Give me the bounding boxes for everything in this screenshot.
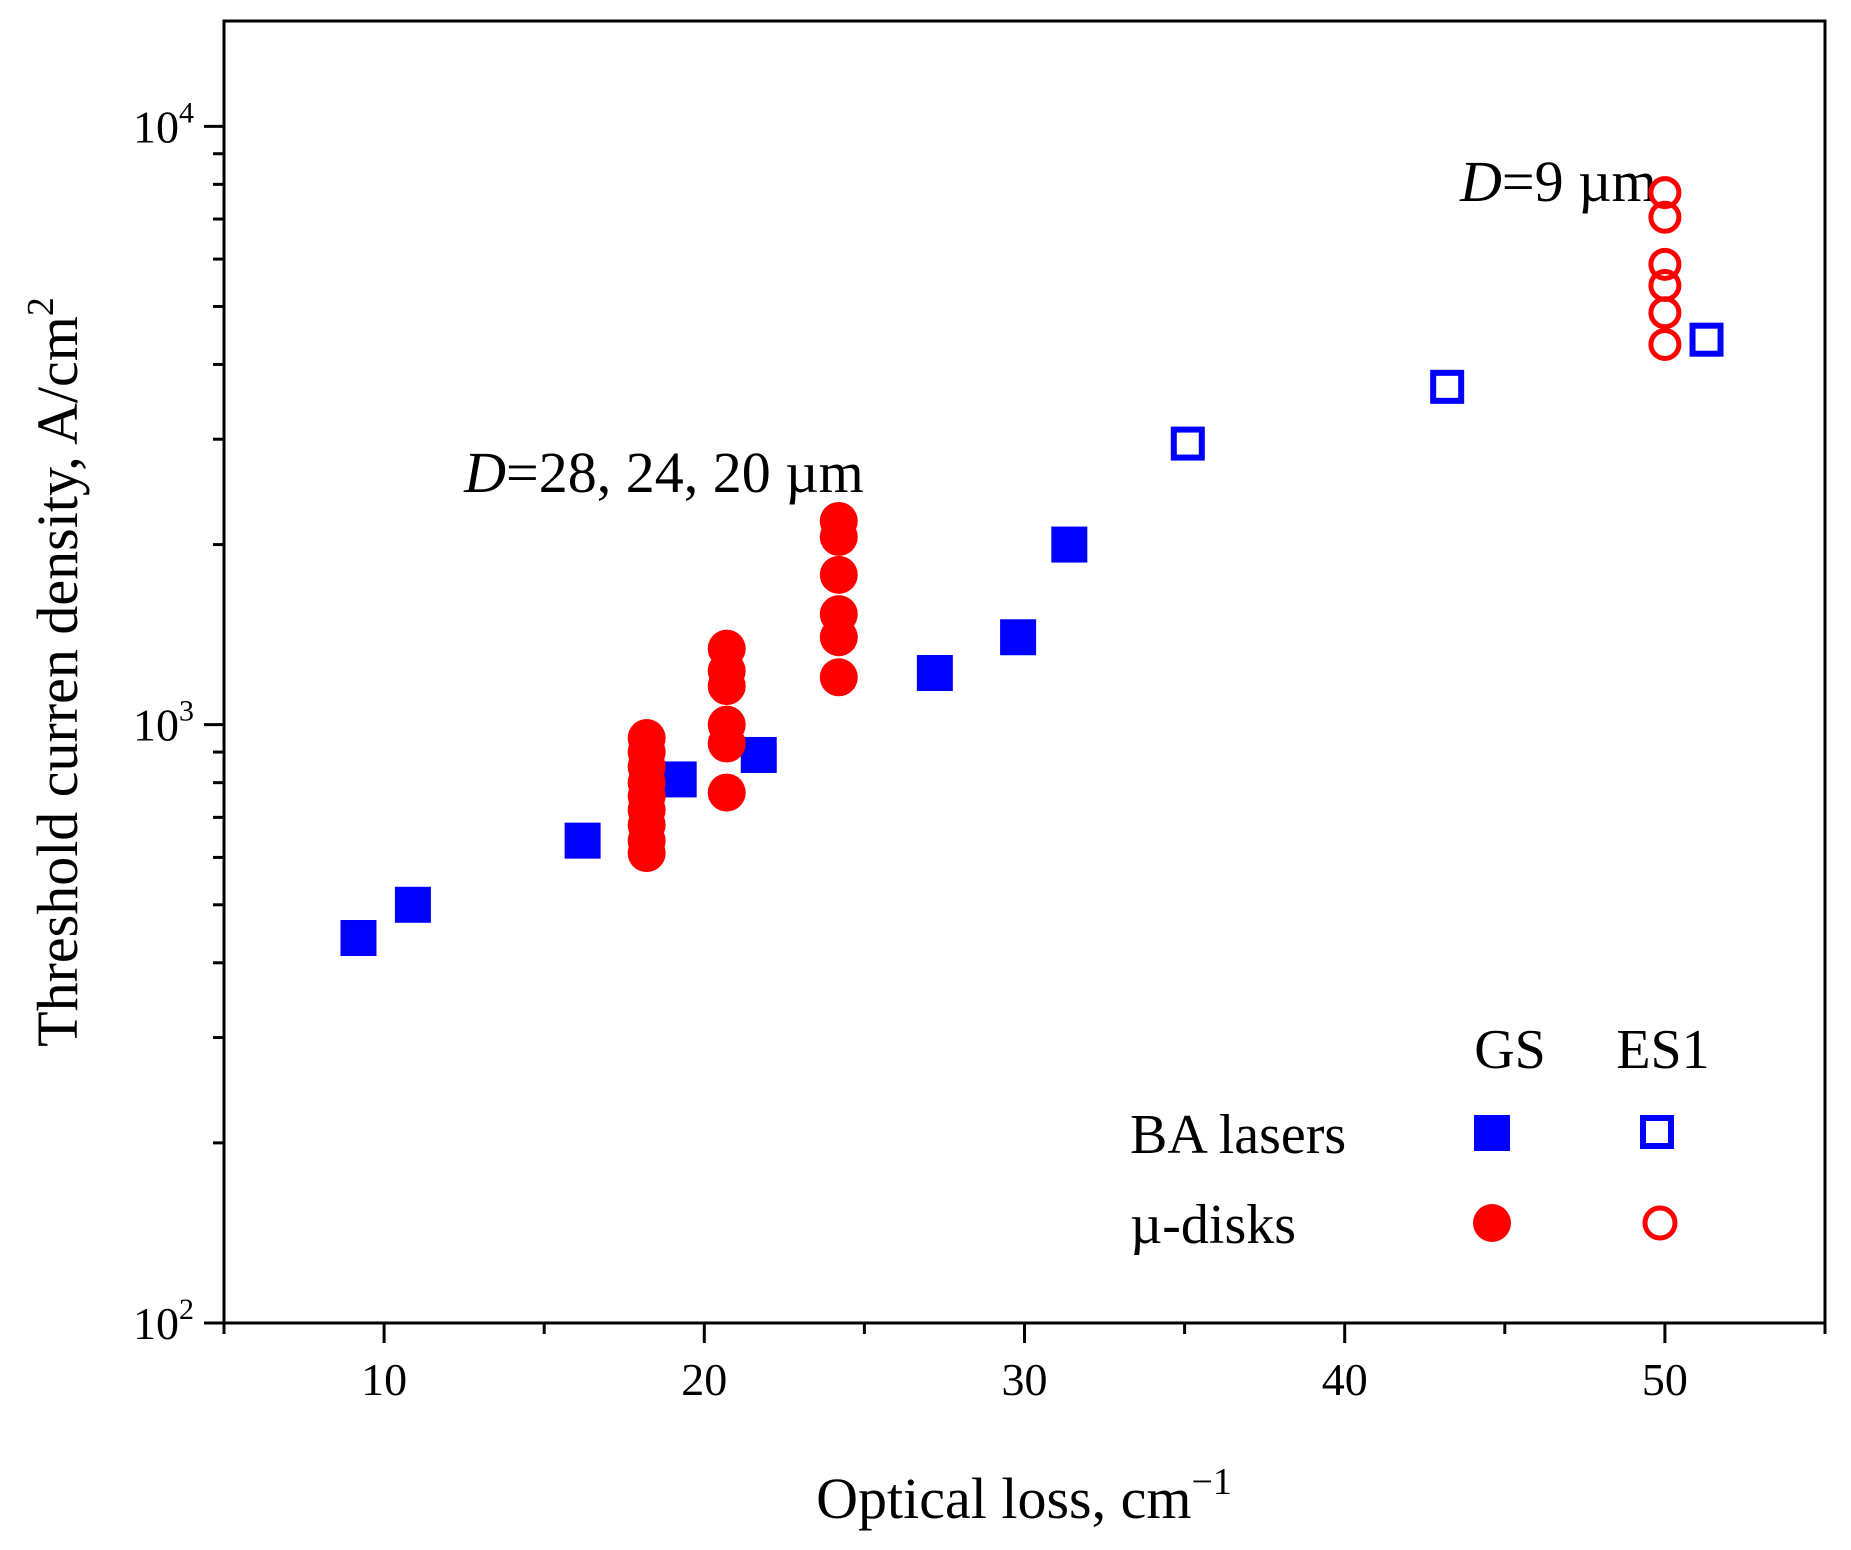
legend: GS ES1 BA lasers µ-disks — [1130, 1019, 1710, 1256]
y-tick-base: 10 — [133, 1298, 179, 1349]
x-tick-label: 30 — [1002, 1354, 1048, 1405]
y-tick-exponent: 4 — [179, 96, 194, 129]
square-point-filled — [564, 822, 601, 859]
legend-col-gs: GS — [1474, 1019, 1546, 1081]
y-tick-exponent: 3 — [179, 695, 194, 728]
data-points — [340, 176, 1724, 957]
x-tick-label: 40 — [1322, 1354, 1368, 1405]
y-axis-title-main: Threshold curren density, A/cm — [25, 316, 90, 1047]
y-tick-exponent: 2 — [179, 1293, 194, 1326]
plot-frame — [222, 19, 1827, 1325]
square-point-filled — [916, 655, 953, 692]
square-point-open — [1689, 322, 1724, 357]
circle-point-open — [1648, 327, 1682, 361]
circle-point-filled — [707, 705, 746, 744]
circle-point-open — [1648, 200, 1682, 234]
legend-row-mu-disks: µ-disks — [1130, 1194, 1296, 1256]
x-axis: 10 20 30 40 50 — [222, 1323, 1827, 1405]
square-point-filled — [660, 761, 697, 798]
x-axis-title-sup: −1 — [1191, 1461, 1231, 1503]
x-tick-label: 20 — [681, 1354, 727, 1405]
y-tick-label: 102 — [133, 1293, 194, 1349]
legend-col-es1: ES1 — [1616, 1019, 1709, 1081]
x-axis-title-main: Optical loss, cm — [816, 1466, 1191, 1531]
square-point-filled — [740, 736, 777, 773]
annotation-small-disk: D=9 µm — [1459, 149, 1657, 214]
y-axis-title-sup: 2 — [20, 297, 62, 316]
legend-marker-disk-gs — [1473, 1204, 1511, 1242]
y-tick-label: 104 — [133, 96, 194, 152]
circle-point-filled — [707, 629, 746, 668]
legend-marker-ba-gs — [1474, 1115, 1510, 1151]
y-tick-label: 103 — [133, 695, 194, 751]
legend-marker-disk-es1 — [1642, 1205, 1678, 1241]
circle-point-open — [1648, 269, 1682, 303]
annotation-large-disks: D=28, 24, 20 µm — [463, 440, 864, 505]
y-tick-base: 10 — [133, 700, 179, 751]
circle-point-filled — [819, 501, 858, 540]
x-axis-title: Optical loss, cm−1 — [816, 1461, 1232, 1531]
circle-point-open — [1648, 247, 1682, 281]
circle-point-filled — [819, 555, 858, 594]
square-point-filled — [1051, 526, 1088, 563]
square-point-filled — [340, 920, 377, 957]
circle-point-open — [1648, 176, 1682, 210]
square-point-open — [1170, 426, 1205, 461]
annotation-large-disks-text: =28, 24, 20 µm — [506, 440, 864, 505]
circle-point-filled — [627, 719, 666, 758]
circle-point-filled — [819, 595, 858, 634]
annotation-large-disks-italic: D — [463, 440, 506, 505]
annotation-small-disk-text: =9 µm — [1502, 149, 1657, 214]
x-tick-label: 10 — [361, 1354, 407, 1405]
square-point-open — [1430, 369, 1465, 404]
circle-point-open — [1648, 296, 1682, 330]
annotation-small-disk-italic: D — [1459, 149, 1502, 214]
circle-point-filled — [707, 773, 746, 812]
legend-marker-ba-es1 — [1640, 1115, 1674, 1149]
square-point-filled — [1000, 619, 1037, 656]
square-point-filled — [394, 886, 431, 923]
legend-row-ba-lasers: BA lasers — [1130, 1104, 1346, 1166]
y-tick-base: 10 — [133, 101, 179, 152]
circle-point-filled — [819, 658, 858, 697]
y-axis-title: Threshold curren density, A/cm2 — [20, 297, 90, 1047]
x-tick-label: 50 — [1642, 1354, 1688, 1405]
